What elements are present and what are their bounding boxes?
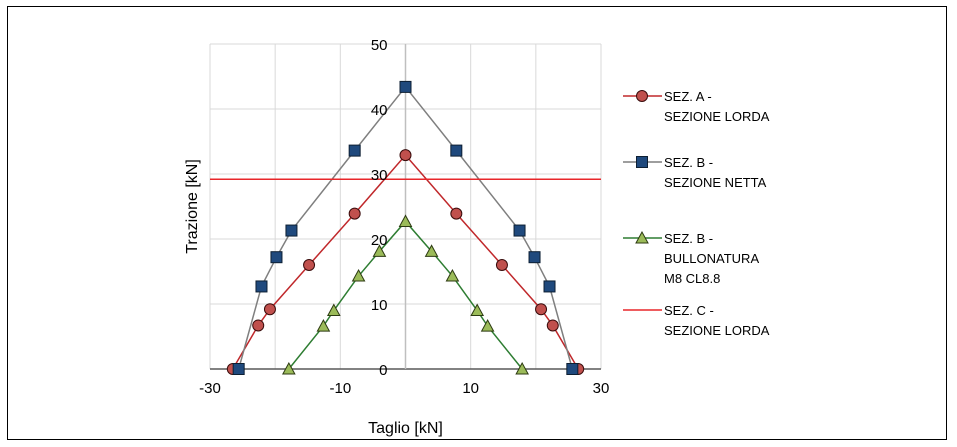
data-point xyxy=(270,251,283,264)
data-point xyxy=(255,280,268,293)
x-tick-label: -10 xyxy=(329,380,351,397)
legend-item-3: SEZ. B - BULLONATURA M8 CL8.8 xyxy=(623,230,759,286)
series-layer xyxy=(210,80,601,375)
data-point xyxy=(282,361,296,375)
data-point xyxy=(232,363,245,375)
x-tick-label: -30 xyxy=(199,380,221,397)
data-point xyxy=(566,363,579,375)
y-tick-label: 50 xyxy=(371,37,388,54)
data-point xyxy=(546,319,559,332)
data-point xyxy=(372,244,387,257)
data-point xyxy=(528,251,541,264)
data-point xyxy=(470,303,485,316)
axes xyxy=(210,44,601,370)
data-point xyxy=(252,319,265,332)
data-point xyxy=(515,361,529,375)
x-axis-title: Taglio [kN] xyxy=(368,420,443,437)
data-point xyxy=(398,214,413,227)
data-point xyxy=(495,259,508,271)
data-point xyxy=(348,207,361,220)
legend-label: SEZ. B - xyxy=(664,155,713,170)
x-tick-label: 10 xyxy=(462,380,479,397)
legend-label: SEZ. B - xyxy=(664,231,713,246)
legend-label: SEZIONE NETTA xyxy=(664,175,767,190)
data-point xyxy=(399,80,412,93)
data-point xyxy=(303,259,316,271)
legend-marker xyxy=(636,90,648,102)
legend-label: BULLONATURA xyxy=(664,251,759,266)
legend-label: M8 CL8.8 xyxy=(664,271,720,286)
y-tick-label: 20 xyxy=(371,232,388,249)
data-point xyxy=(351,269,366,282)
legend-label: SEZIONE LORDA xyxy=(664,109,770,124)
data-point xyxy=(480,319,495,332)
data-point xyxy=(535,303,548,316)
legend-item-1: SEZ. A - SEZIONE LORDA xyxy=(623,89,770,124)
data-point xyxy=(513,224,526,237)
y-tick-label: 0 xyxy=(379,362,387,379)
data-point xyxy=(424,244,439,257)
legend-item-2: SEZ. B - SEZIONE NETTA xyxy=(623,155,767,190)
data-point xyxy=(263,303,276,316)
data-point xyxy=(543,280,556,293)
series-2 xyxy=(232,80,579,375)
data-point xyxy=(326,303,341,316)
legend-label: SEZ. A - xyxy=(664,89,712,104)
y-axis-title: Trazione [kN] xyxy=(184,159,201,254)
y-tick-label: 40 xyxy=(371,102,388,119)
data-point xyxy=(445,269,460,282)
data-point xyxy=(348,144,361,157)
y-tick-label: 30 xyxy=(371,167,388,184)
legend-marker xyxy=(636,156,648,168)
legend: SEZ. A - SEZIONE LORDA SEZ. B - SEZIONE NET… xyxy=(623,89,770,338)
legend-label: SEZ. C - xyxy=(664,303,714,318)
data-point xyxy=(450,207,463,220)
data-point xyxy=(399,149,412,162)
legend-label: SEZIONE LORDA xyxy=(664,323,770,338)
x-tick-label: 30 xyxy=(593,380,610,397)
data-point xyxy=(450,144,463,157)
legend-marker xyxy=(635,230,649,244)
chart-frame xyxy=(7,6,947,440)
data-point xyxy=(316,319,331,332)
y-tick-label: 10 xyxy=(371,297,388,314)
legend-item-4: SEZ. C - SEZIONE LORDA xyxy=(623,303,770,338)
series-3 xyxy=(282,214,529,375)
tick-labels: -30 -10 10 30 0 10 20 30 40 50 xyxy=(199,37,609,397)
data-point xyxy=(285,224,298,237)
